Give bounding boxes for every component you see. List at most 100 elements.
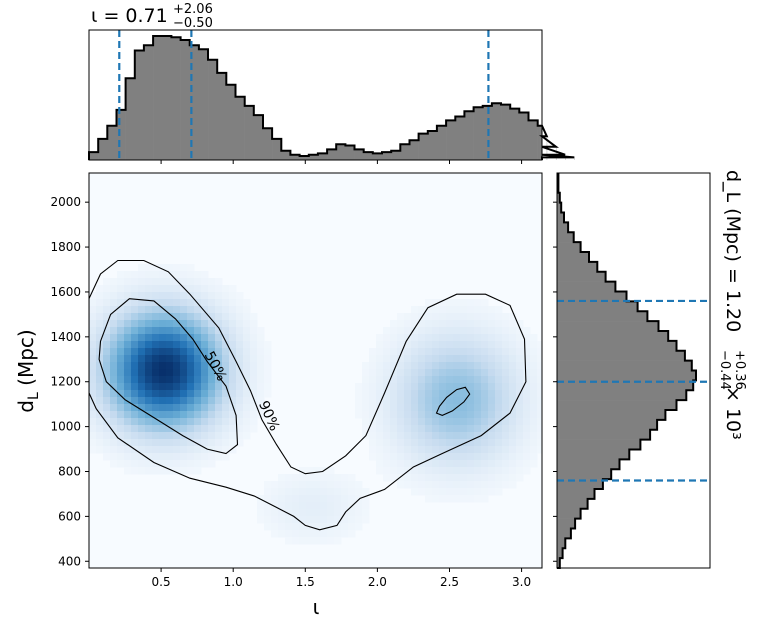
heatmap-cell [271,530,279,538]
heatmap-cell [96,404,104,412]
heatmap-cell [390,418,398,426]
heatmap-cell [194,348,202,356]
heatmap-cell [166,404,174,412]
heatmap-cell [397,418,405,426]
heatmap-cell [145,446,153,454]
heatmap-cell [257,348,265,356]
heatmap-cell [348,530,356,538]
heatmap-cell [467,418,475,426]
heatmap-cell [299,481,307,489]
heatmap-cell [187,460,195,468]
heatmap-cell [446,481,454,489]
heatmap-cell [124,397,132,405]
heatmap-cell [152,313,160,321]
heatmap-cell [502,369,510,377]
heatmap-cell [383,446,391,454]
heatmap-cell [285,488,293,496]
heatmap-cell [229,306,237,314]
heatmap-cell [453,495,461,503]
heatmap-cell [369,439,377,447]
heatmap-cell [131,306,139,314]
heatmap-cell [124,362,132,370]
heatmap-cell [369,453,377,461]
heatmap-cell [313,481,321,489]
top-hist-bar [327,149,337,160]
heatmap-cell [257,404,265,412]
heatmap-cell [488,411,496,419]
heatmap-cell [495,376,503,384]
heatmap-cell [467,376,475,384]
heatmap-cell [474,355,482,363]
heatmap-cell [432,320,440,328]
heatmap-cell [103,299,111,307]
heatmap-cell [474,467,482,475]
heatmap-cell [397,453,405,461]
heatmap-cell [180,390,188,398]
heatmap-cell [397,439,405,447]
heatmap-cell [215,411,223,419]
heatmap-cell [306,516,314,524]
heatmap-cell [453,446,461,454]
heatmap-cell [236,355,244,363]
heatmap-cell [201,390,209,398]
heatmap-cell [488,467,496,475]
heatmap-cell [215,278,223,286]
heatmap-cell [509,474,517,482]
heatmap-cell [509,397,517,405]
heatmap-cell [138,383,146,391]
heatmap-cell [418,362,426,370]
heatmap-cell [502,425,510,433]
heatmap-cell [236,299,244,307]
heatmap-cell [208,313,216,321]
right-hist-bar [557,400,677,411]
heatmap-cell [453,327,461,335]
heatmap-cell [124,418,132,426]
heatmap-cell [166,271,174,279]
heatmap-cell [313,516,321,524]
heatmap-cell [383,334,391,342]
heatmap-cell [397,411,405,419]
heatmap-cell [348,516,356,524]
heatmap-cell [292,495,300,503]
heatmap-cell [103,397,111,405]
heatmap-cell [110,306,118,314]
heatmap-cell [257,509,265,517]
heatmap-cell [355,509,363,517]
heatmap-cell [516,474,524,482]
heatmap-cell [166,299,174,307]
heatmap-cell [348,495,356,503]
heatmap-cell [194,355,202,363]
heatmap-cell [187,467,195,475]
heatmap-cell [404,432,412,440]
heatmap-cell [362,488,370,496]
heatmap-cell [495,383,503,391]
heatmap-cell [159,369,167,377]
heatmap-cell [180,271,188,279]
heatmap-cell [530,425,538,433]
heatmap-cell [152,397,160,405]
heatmap-cell [103,418,111,426]
right-hist-bar [557,281,616,292]
heatmap-cell [488,474,496,482]
heatmap-cell [201,411,209,419]
heatmap-cell [516,467,524,475]
heatmap-cell [376,376,384,384]
heatmap-cell [229,299,237,307]
heatmap-cell [327,467,335,475]
heatmap-cell [271,502,279,510]
heatmap-cell [432,390,440,398]
heatmap-cell [383,362,391,370]
heatmap-cell [376,348,384,356]
heatmap-cell [488,348,496,356]
heatmap-cell [530,411,538,419]
heatmap-cell [215,404,223,412]
heatmap-cell [96,285,104,293]
heatmap-cell [131,362,139,370]
heatmap-cell [299,523,307,531]
heatmap-cell [180,418,188,426]
heatmap-cell [523,376,531,384]
heatmap-cell [488,376,496,384]
heatmap-cell [215,320,223,328]
heatmap-cell [369,369,377,377]
heatmap-cell [194,404,202,412]
